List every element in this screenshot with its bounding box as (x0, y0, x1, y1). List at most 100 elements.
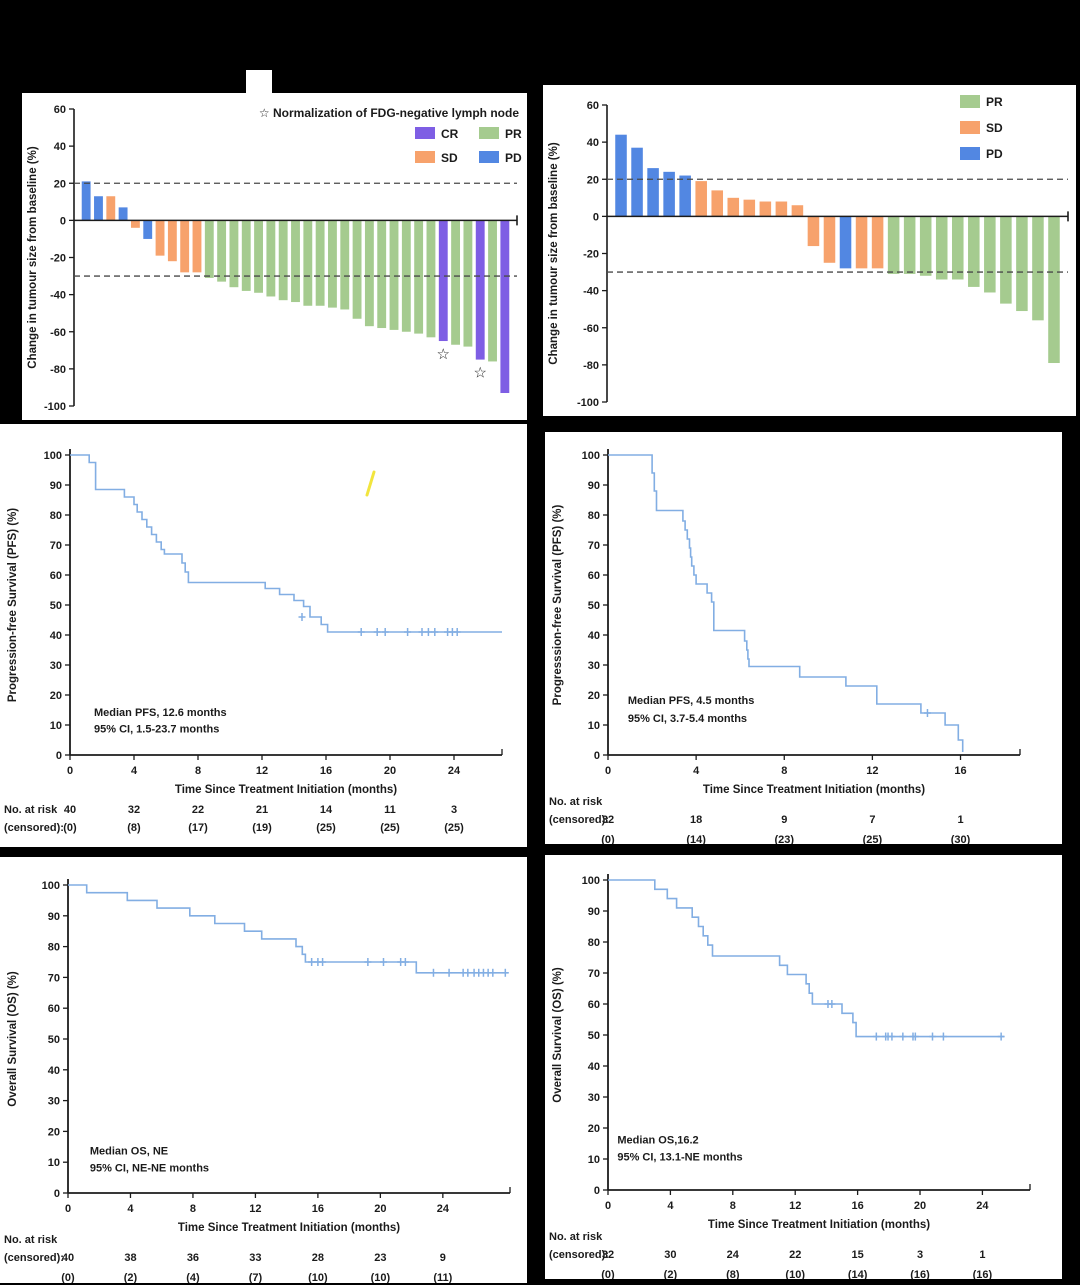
y-tick-label: 90 (588, 906, 600, 918)
os-cohort1-panel: 0 10 20 30 40 50 60 70 80 90 100 0 4 8 12 16 20 24 Median … (0, 857, 527, 1283)
bar-pr (414, 220, 424, 334)
bar-pr (377, 220, 387, 329)
censored-value: (7) (249, 1272, 263, 1283)
y-tick-label: 10 (48, 1157, 60, 1169)
star-icon: ☆ (437, 345, 450, 363)
y-tick-label: 0 (54, 1188, 60, 1200)
censored-value: (25) (863, 834, 883, 844)
y-tick-label: 60 (48, 1003, 60, 1015)
y-tick-label: -80 (583, 360, 599, 372)
bar-pd (615, 134, 627, 217)
bar-sd (727, 197, 740, 217)
y-tick-label: -20 (583, 249, 599, 261)
y-tick-label: 0 (593, 211, 599, 223)
os-cohort2-km-chart: 0 10 20 30 40 50 60 70 80 90 100 0 4 8 12 16 20 24 Median … (549, 874, 1031, 1279)
y-tick-label: 40 (54, 141, 66, 153)
risk-table-label: No. at risk (549, 796, 603, 808)
bar-pr (1048, 216, 1060, 364)
x-tick-label: 12 (789, 1200, 801, 1212)
legend-swatch-pd (479, 151, 499, 163)
y-tick-label: 30 (50, 660, 62, 672)
y-tick-label: -40 (583, 286, 599, 298)
y-tick-label: 0 (594, 750, 600, 762)
y-tick-label: 30 (588, 1092, 600, 1104)
bar-pd (839, 216, 852, 269)
median-annotation: Median PFS, 12.6 months (94, 707, 227, 719)
risk-value: 18 (690, 814, 702, 826)
bar-pr (217, 220, 227, 282)
y-tick-label: 30 (48, 1096, 60, 1108)
bar-pd (81, 181, 91, 221)
legend-swatch-pr (960, 95, 980, 108)
legend-label: PR (505, 127, 522, 141)
censored-value: (2) (664, 1269, 678, 1279)
risk-value: 30 (664, 1249, 676, 1261)
censored-value: (25) (380, 822, 400, 834)
y-axis-label: Change in tumour size from baseline (%) (548, 142, 560, 365)
censored-value: (14) (686, 834, 706, 844)
x-tick-label: 8 (730, 1200, 736, 1212)
pfs-cohort2-panel: 0 10 20 30 40 50 60 70 80 90 100 0 4 8 12 16 Median PFS,… (545, 432, 1062, 844)
y-tick-label: -60 (50, 327, 66, 339)
risk-value: 22 (789, 1249, 801, 1261)
bar-pd (118, 207, 128, 221)
censored-value: (25) (444, 822, 464, 834)
y-tick-label: 40 (588, 630, 600, 642)
risk-table-label: No. at risk (4, 804, 58, 816)
bar-sd (130, 220, 140, 228)
pfs-cohort1-panel: 0 10 20 30 40 50 60 70 80 90 100 0 4 8 12 16 20 24 Median … (0, 424, 527, 847)
legend-label: SD (986, 121, 1003, 135)
bar-sd (192, 220, 202, 273)
risk-value: 3 (451, 804, 457, 816)
bar-sd (743, 199, 756, 217)
bar-cr (500, 220, 510, 394)
censored-value: (30) (951, 834, 971, 844)
x-tick-label: 20 (914, 1200, 926, 1212)
km-curve (70, 454, 502, 633)
x-axis-label: Time Since Treatment Initiation (months) (178, 1222, 400, 1234)
bar-pr (488, 220, 497, 362)
y-tick-label: 70 (588, 540, 600, 552)
highlight-artifact (365, 470, 376, 497)
censored-value: (10) (785, 1269, 805, 1279)
y-tick-label: 20 (587, 174, 599, 186)
censored-value: (4) (186, 1272, 200, 1283)
x-tick-label: 24 (976, 1200, 989, 1212)
censored-value: (0) (601, 1269, 615, 1279)
x-tick-label: 8 (195, 765, 201, 777)
bar-pr (1000, 216, 1012, 304)
y-tick-label: -60 (583, 323, 599, 335)
bar-pr (340, 220, 350, 310)
bar-pd (143, 220, 153, 239)
pfs-cohort2-km-chart: 0 10 20 30 40 50 60 70 80 90 100 0 4 8 12 16 Median PFS,… (549, 449, 1021, 844)
censored-value: (8) (726, 1269, 740, 1279)
bar-pr (451, 220, 461, 345)
median-annotation: Median PFS, 4.5 months (628, 695, 755, 707)
y-tick-label: 10 (50, 720, 62, 732)
bar-pr (968, 216, 980, 287)
y-tick-label: 50 (48, 1034, 60, 1046)
bar-pr (903, 216, 916, 274)
risk-value: 32 (602, 1249, 614, 1261)
y-tick-label: 10 (588, 720, 600, 732)
y-tick-label: 50 (588, 1030, 600, 1042)
risk-value: 9 (440, 1252, 446, 1264)
x-tick-label: 16 (312, 1203, 324, 1215)
risk-value: 40 (64, 804, 76, 816)
risk-value: 36 (187, 1252, 199, 1264)
x-tick-label: 4 (127, 1203, 134, 1215)
censored-value: (10) (308, 1272, 328, 1283)
risk-table-label: No. at risk (549, 1231, 603, 1243)
bar-pr (935, 216, 948, 280)
y-tick-label: 70 (588, 968, 600, 980)
y-tick-label: 30 (588, 660, 600, 672)
risk-value: 33 (249, 1252, 261, 1264)
y-axis-label: Change in tumour size from baseline (%) (27, 146, 39, 369)
x-tick-label: 8 (190, 1203, 196, 1215)
x-tick-label: 4 (131, 765, 138, 777)
x-tick-label: 8 (781, 765, 787, 777)
y-tick-label: 20 (54, 178, 66, 190)
x-tick-label: 0 (605, 1200, 611, 1212)
y-tick-label: 20 (50, 690, 62, 702)
